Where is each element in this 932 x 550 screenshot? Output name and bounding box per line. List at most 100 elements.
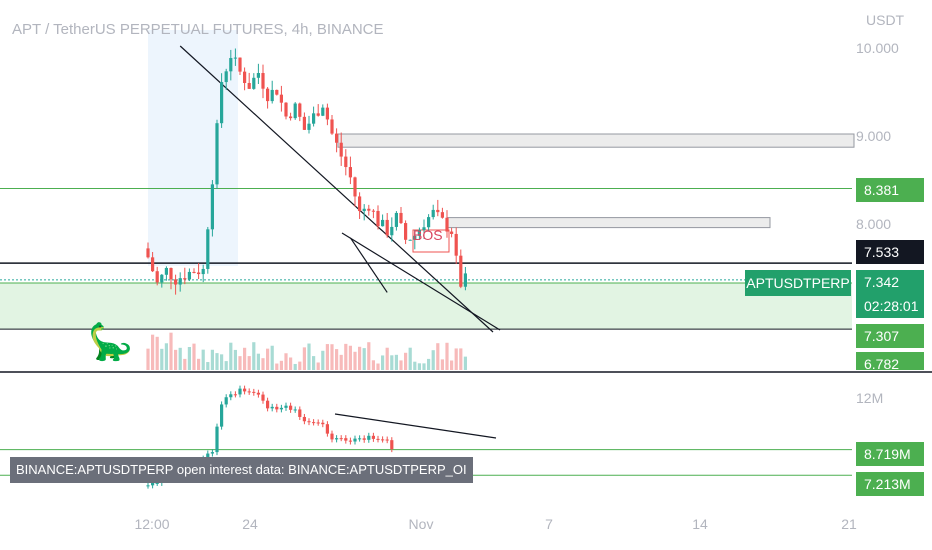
level-badge-8381[interactable]: 8.381	[856, 178, 924, 202]
candle-body	[445, 217, 449, 232]
candle-body	[178, 278, 182, 285]
oi-candle	[307, 421, 311, 423]
candle-body	[279, 94, 283, 103]
volume-bar	[454, 348, 458, 370]
volume-bar	[422, 363, 426, 370]
volume-bar	[427, 358, 431, 370]
level-badge-7307[interactable]: 7.307	[856, 324, 924, 348]
oi-candle	[233, 394, 237, 396]
volume-bar	[160, 348, 164, 370]
candle-body	[302, 116, 306, 130]
candle-body	[440, 212, 444, 218]
oi-candle	[224, 397, 228, 405]
oi-candle	[293, 409, 297, 411]
levels-layer	[0, 187, 932, 476]
candle-body	[344, 156, 348, 168]
oi-candle	[261, 394, 265, 401]
volume-bar	[394, 354, 398, 370]
candle-body	[371, 210, 375, 212]
volume-bar	[321, 350, 325, 370]
candle-body	[427, 217, 431, 228]
volume-bar	[210, 349, 214, 370]
volume-bar	[155, 336, 159, 370]
candle-body	[192, 271, 196, 273]
volume-bar	[289, 357, 293, 370]
candle-body	[436, 209, 440, 213]
candle-body	[413, 235, 417, 240]
volume-bar	[335, 349, 339, 370]
volume-bar	[325, 344, 329, 370]
oi-candle	[335, 438, 339, 440]
volume-bar	[169, 332, 173, 370]
candle-body	[348, 167, 352, 178]
candle-body	[224, 71, 228, 83]
volume-bar	[243, 347, 247, 370]
oi-candle	[362, 438, 366, 440]
candle-body	[321, 107, 325, 116]
bos-box	[412, 229, 450, 253]
volume-bar	[178, 347, 182, 370]
bos-annotation: BOS	[413, 227, 443, 243]
candle-body	[238, 57, 242, 72]
oi-candle	[220, 404, 224, 427]
dinosaur-icon: 🦕	[88, 321, 133, 362]
oi-candle	[358, 438, 362, 440]
volume-bar	[302, 347, 306, 370]
candle-body	[146, 248, 150, 258]
volume-bar	[261, 358, 265, 370]
oi-candle	[330, 433, 334, 440]
x-label-14: 14	[692, 516, 708, 532]
price-label-8: 8.000	[856, 216, 892, 232]
trendline-lower-extended	[341, 232, 501, 331]
candle-body	[367, 208, 371, 211]
x-label-24: 24	[242, 516, 258, 532]
candle-body	[220, 82, 224, 124]
units-label: USDT	[866, 12, 905, 28]
candle-body	[206, 229, 210, 269]
oi-candle	[312, 422, 316, 424]
volume-bar	[371, 360, 375, 370]
candle-body	[201, 268, 205, 275]
open-interest-label: BINANCE:APTUSDTPERP open interest data: …	[10, 457, 473, 483]
level-badge-7533[interactable]: 7.533	[856, 240, 924, 264]
volume-bar	[348, 345, 352, 370]
oi-candle	[210, 452, 214, 454]
candle-body	[284, 102, 288, 117]
volume-bar	[344, 343, 348, 370]
volume-bar	[146, 348, 150, 370]
oi-candle	[229, 394, 233, 398]
volume-bar	[362, 348, 366, 370]
candles-layer	[146, 48, 467, 295]
oi-candle	[381, 439, 385, 441]
oi-badge-lower[interactable]: 7.213M	[856, 472, 924, 496]
volume-bar	[316, 362, 320, 370]
volume-bar	[192, 343, 196, 370]
volume-bar	[238, 356, 242, 370]
x-label-1200: 12:00	[134, 516, 170, 532]
candle-body	[210, 184, 214, 230]
candle-body	[215, 123, 219, 185]
candle-body	[450, 231, 454, 234]
oi-candle	[302, 416, 306, 422]
oi-scale-label: 12M	[856, 390, 884, 406]
symbol-badge[interactable]: APTUSDTPERP	[745, 270, 851, 296]
last-price-badge[interactable]: 7.342	[856, 270, 924, 294]
x-label-nov: Nov	[408, 516, 434, 532]
candle-body	[408, 239, 412, 241]
candle-body	[174, 279, 178, 285]
volume-bar	[266, 348, 270, 370]
oi-badge-upper[interactable]: 8.719M	[856, 442, 924, 466]
candle-body	[229, 58, 233, 72]
oi-candle	[252, 391, 256, 393]
candle-body	[316, 113, 320, 116]
level-badge-6782[interactable]: 6.782	[856, 352, 924, 370]
candle-body	[399, 212, 403, 224]
oi-candle	[155, 482, 159, 484]
candle-body	[335, 133, 339, 143]
candle-body	[293, 103, 297, 119]
volume-bar	[450, 360, 454, 370]
candle-body	[151, 257, 155, 272]
oi-candle	[325, 424, 329, 434]
